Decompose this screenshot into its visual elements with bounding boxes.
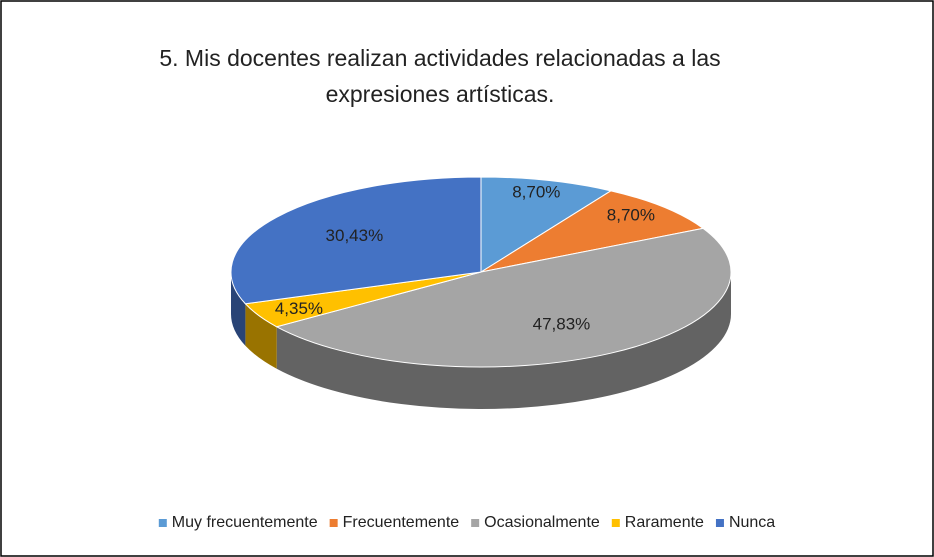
data-label: 8,70% bbox=[512, 183, 560, 202]
slice bbox=[480, 190, 705, 273]
data-label: 30,43% bbox=[326, 226, 384, 245]
legend-label: Muy frecuentemente bbox=[172, 514, 318, 531]
legend-label: Raramente bbox=[625, 514, 704, 531]
legend-swatch bbox=[715, 519, 724, 527]
legend-swatch bbox=[471, 519, 480, 527]
slice bbox=[275, 227, 732, 368]
chart-title: 5. Mis docentes realizan actividades rel… bbox=[159, 45, 721, 107]
legend-swatch bbox=[329, 519, 338, 527]
legend-label: Frecuentemente bbox=[343, 514, 460, 531]
data-label: 4,35% bbox=[275, 299, 323, 318]
data-label: 47,83% bbox=[533, 314, 591, 333]
legend-swatch bbox=[158, 519, 167, 527]
slice-side bbox=[231, 272, 246, 346]
slice bbox=[230, 176, 482, 305]
slice-side bbox=[245, 303, 277, 369]
legend-label: Ocasionalmente bbox=[484, 514, 600, 531]
slice-side bbox=[276, 272, 731, 410]
legend-swatch bbox=[611, 519, 620, 527]
slice bbox=[480, 176, 613, 273]
data-label: 8,70% bbox=[607, 206, 655, 225]
legend-label: Nunca bbox=[729, 514, 775, 531]
